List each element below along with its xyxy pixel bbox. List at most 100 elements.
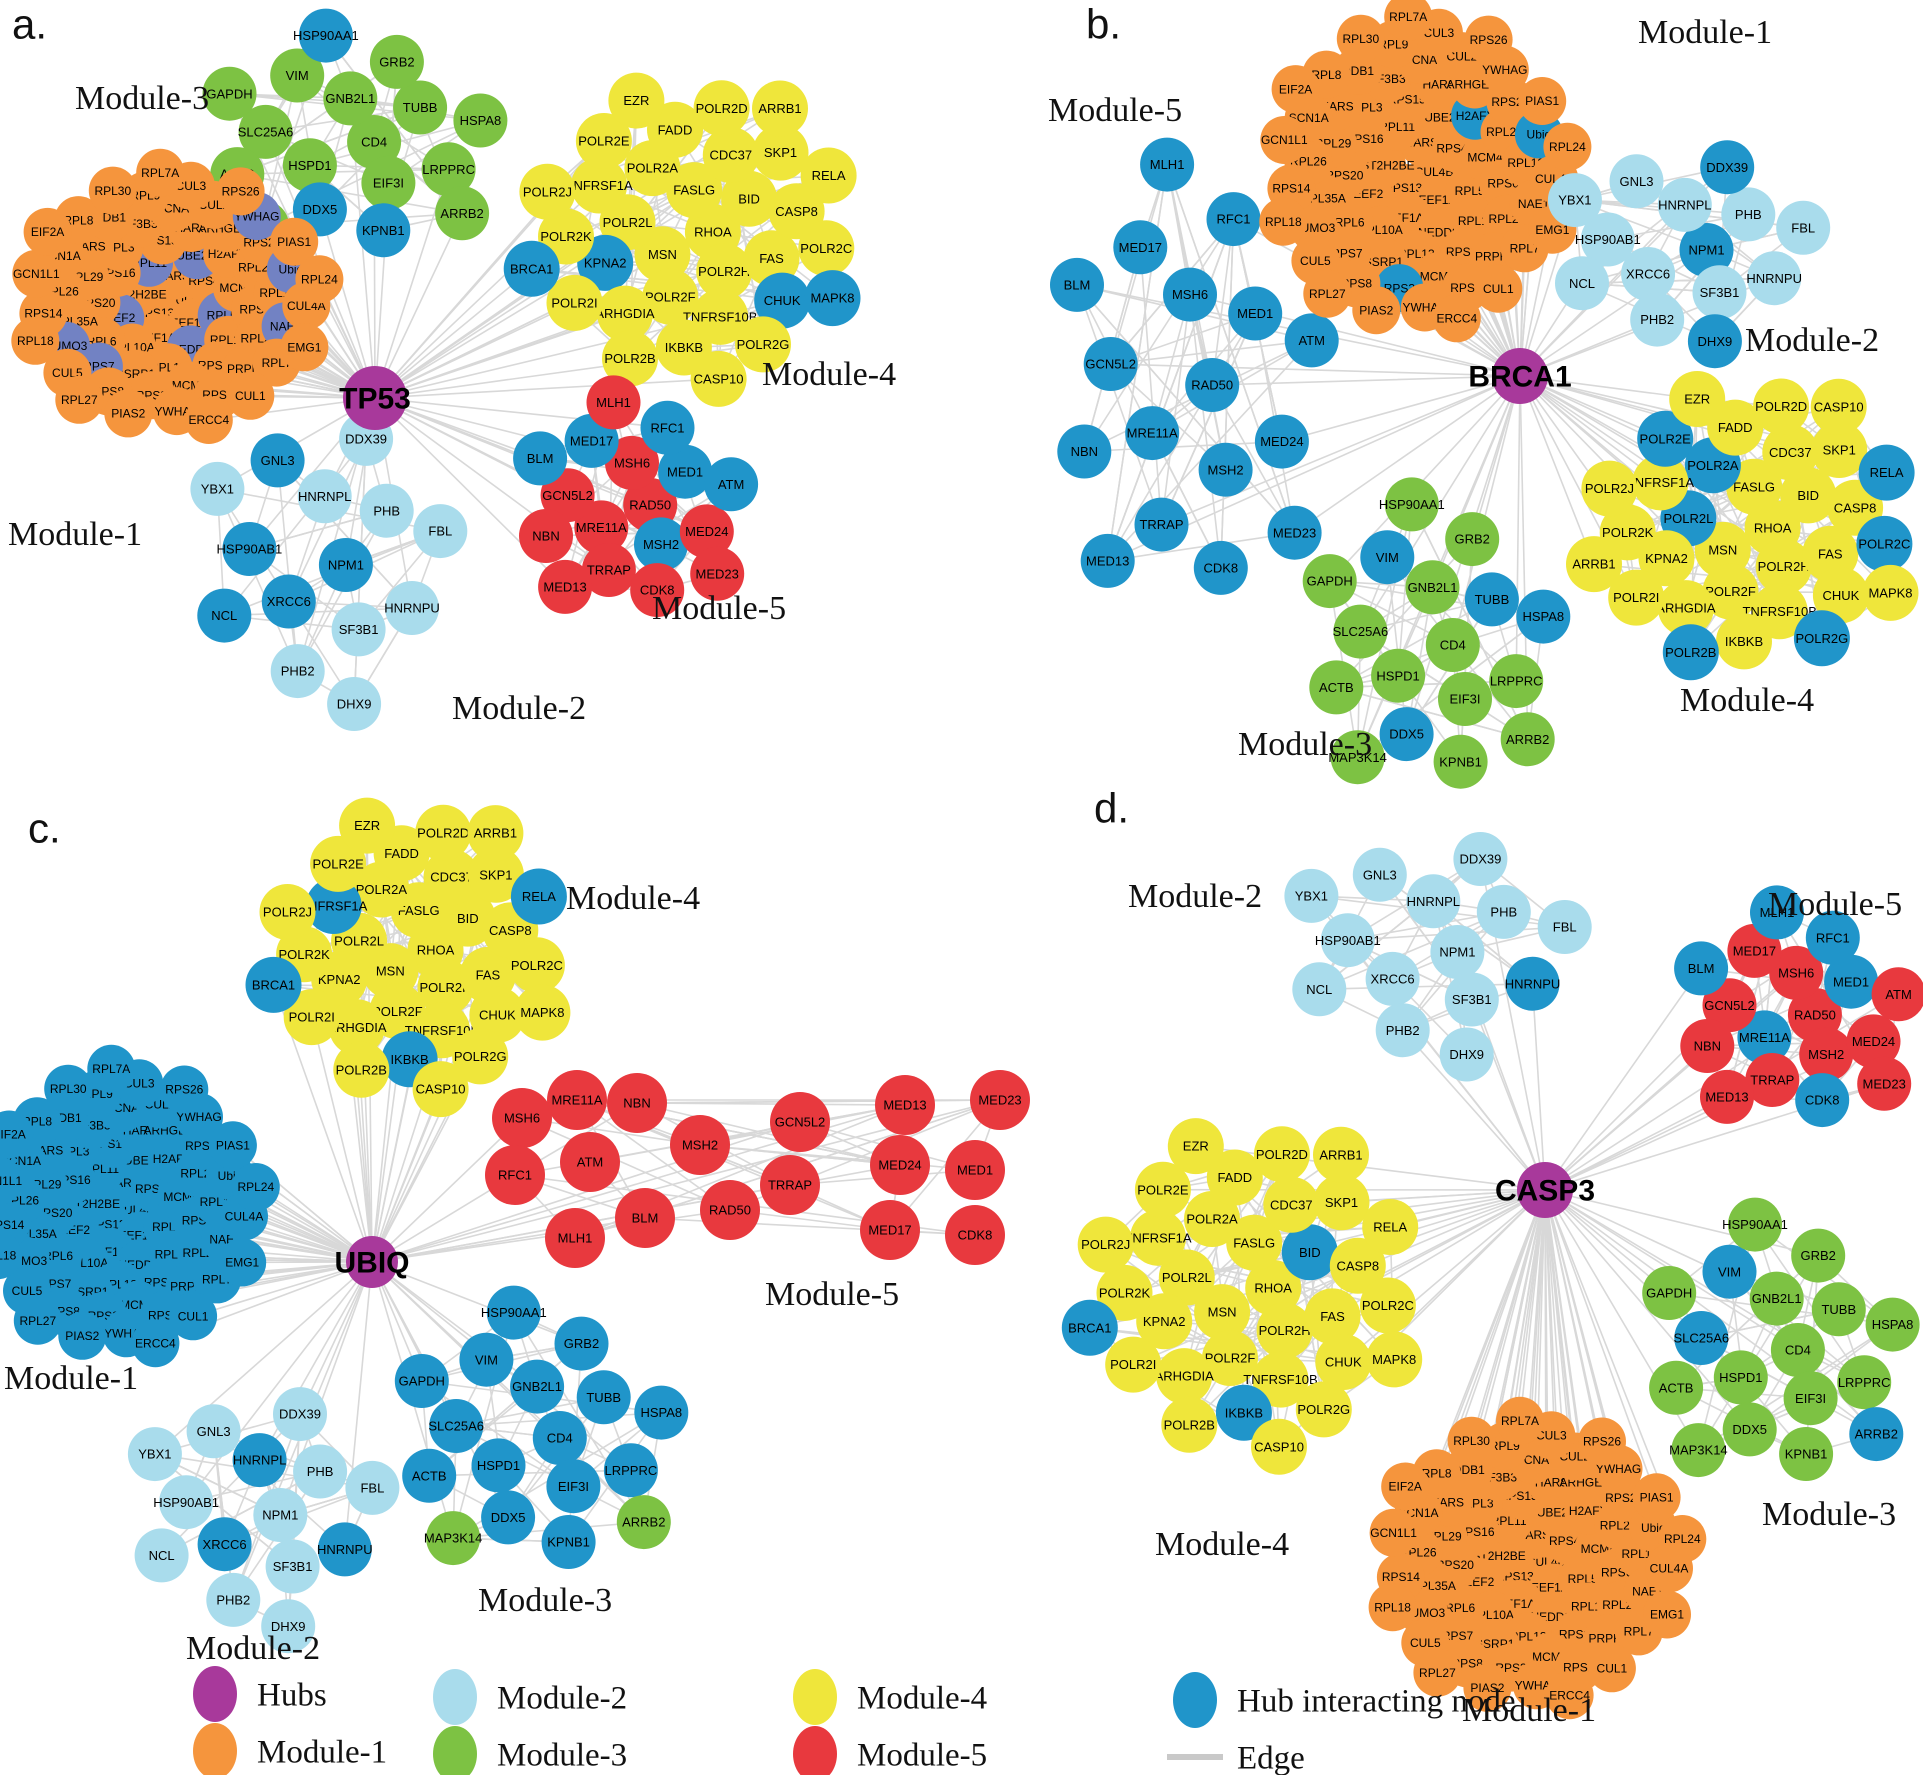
- node-CDK8: [1795, 1073, 1850, 1128]
- node-POLR2E: [1134, 1161, 1191, 1218]
- node-label: POLR2G: [1297, 1402, 1350, 1417]
- node-label: MAP3K14: [424, 1531, 483, 1546]
- node-label: ARHGDIA: [595, 306, 655, 321]
- node-label: ATM: [718, 477, 744, 492]
- node-EMG1: [218, 1238, 267, 1287]
- node-label: MED23: [1273, 525, 1316, 540]
- node-ERCC4: [1432, 294, 1481, 343]
- edge: [1544, 1189, 1658, 1499]
- node-HSPA8: [1516, 589, 1571, 644]
- node-label: FADD: [1718, 420, 1753, 435]
- edge: [1519, 375, 1662, 484]
- node-label: RPS14: [1382, 1570, 1420, 1584]
- node-TNFRSF1A: [571, 157, 628, 214]
- node-label: HSP90AA1: [293, 28, 359, 43]
- node-POLR2C: [1359, 1277, 1416, 1334]
- node-YBX1: [1547, 173, 1602, 228]
- node-NBN: [607, 1073, 667, 1133]
- module-label-d-module5: Module-5: [1768, 886, 1902, 923]
- node-XRCC6: [1365, 951, 1420, 1006]
- node-NBN: [1057, 424, 1112, 479]
- node-label: LRPPRC: [605, 1463, 658, 1478]
- node-MED1: [1228, 286, 1283, 341]
- node-FADD: [1707, 399, 1764, 456]
- node-CHUK: [754, 272, 811, 329]
- node-POLR2H: [696, 243, 753, 300]
- node-label: MRE11A: [1127, 426, 1178, 441]
- node-label: POLR2B: [1665, 645, 1716, 660]
- node-label: MED23: [978, 1093, 1021, 1108]
- node-label: EMG1: [225, 1256, 259, 1270]
- edge: [154, 1453, 294, 1568]
- node-POLR2K: [1096, 1264, 1153, 1321]
- node-label: CUL5: [1300, 254, 1331, 268]
- node-POLR2F: [642, 268, 699, 325]
- node-ARHGDIA: [597, 285, 653, 342]
- node-label: TNFRSF1A: [1627, 475, 1695, 490]
- node-label: CASP8: [775, 204, 818, 219]
- node-label: EZR: [1183, 1139, 1209, 1154]
- node-label: SLC25A6: [1333, 624, 1389, 639]
- node-label: GNB2L1: [512, 1379, 562, 1394]
- node-label: ACTB: [1319, 680, 1354, 695]
- node-label: TUBB: [1821, 1302, 1856, 1317]
- node-GCN1L1: [12, 249, 61, 298]
- node-label: RAD50: [709, 1203, 751, 1218]
- node-NCL: [134, 1528, 189, 1583]
- node-label: ERCC4: [1549, 1688, 1590, 1702]
- edge: [1106, 531, 1296, 562]
- module-label-c-module1: Module-1: [4, 1360, 138, 1397]
- node-label: MED13: [1086, 553, 1129, 568]
- node-CASP10: [1810, 378, 1867, 435]
- node-label: DDX5: [1732, 1422, 1767, 1437]
- node-POLR2H: [417, 959, 474, 1016]
- node-label: RPL30: [1342, 32, 1379, 46]
- node-HSPD1: [282, 138, 337, 193]
- edge: [1083, 218, 1235, 453]
- node-RPL24: [295, 255, 344, 304]
- node-SF3B1: [1692, 265, 1747, 320]
- edge: [589, 1104, 906, 1163]
- node-PIAS1: [208, 1121, 257, 1170]
- node-HSP90AB1: [222, 522, 277, 576]
- edge: [1452, 375, 1521, 646]
- legend-swatch-module-1: [193, 1723, 237, 1775]
- node-KPNB1: [356, 203, 411, 258]
- node-label: SLC25A6: [428, 1419, 484, 1434]
- node-label: IKBKB: [1225, 1405, 1263, 1420]
- node-ARRB1: [467, 805, 524, 862]
- node-label: RPL27: [1419, 1666, 1456, 1680]
- node-label: RPL24: [237, 1180, 274, 1194]
- node-label: GNB2L1: [325, 91, 375, 106]
- node-label: HSP90AB1: [1575, 232, 1641, 247]
- node-MED24: [679, 504, 734, 559]
- node-label: VIM: [1376, 550, 1399, 565]
- node-label: FASLG: [398, 903, 440, 918]
- node-label: RPL27: [1309, 287, 1346, 301]
- node-POLR2G: [452, 1028, 509, 1085]
- edge: [1519, 1189, 1546, 1422]
- node-HSPA8: [453, 93, 508, 148]
- node-label: POLR2A: [356, 882, 408, 897]
- node-label: POLR2L: [1663, 511, 1713, 526]
- module-label-d-module4: Module-4: [1155, 1526, 1289, 1563]
- node-HNRNPU: [1747, 251, 1802, 306]
- node-label: TRRAP: [587, 563, 631, 578]
- edge: [1531, 982, 1546, 1191]
- node-RPL30: [1447, 1416, 1496, 1465]
- edge: [1076, 284, 1296, 534]
- node-label: XRCC6: [1371, 971, 1415, 986]
- node-label: MED17: [1733, 943, 1776, 958]
- node-label: RPL7A: [1501, 1414, 1539, 1428]
- node-label: RAD50: [1794, 1008, 1836, 1023]
- node-SLC25A6: [429, 1399, 484, 1453]
- node-label: POLR2K: [1099, 1285, 1151, 1300]
- node-TNFRSF1A: [305, 878, 362, 934]
- node-FBL: [1776, 200, 1831, 255]
- node-label: POLR2D: [417, 825, 469, 840]
- edge: [236, 168, 450, 175]
- node-POLR2B: [1662, 624, 1719, 681]
- node-GCN5L2: [540, 468, 595, 523]
- node-BLM: [615, 1188, 675, 1248]
- node-MLH1: [1750, 885, 1804, 940]
